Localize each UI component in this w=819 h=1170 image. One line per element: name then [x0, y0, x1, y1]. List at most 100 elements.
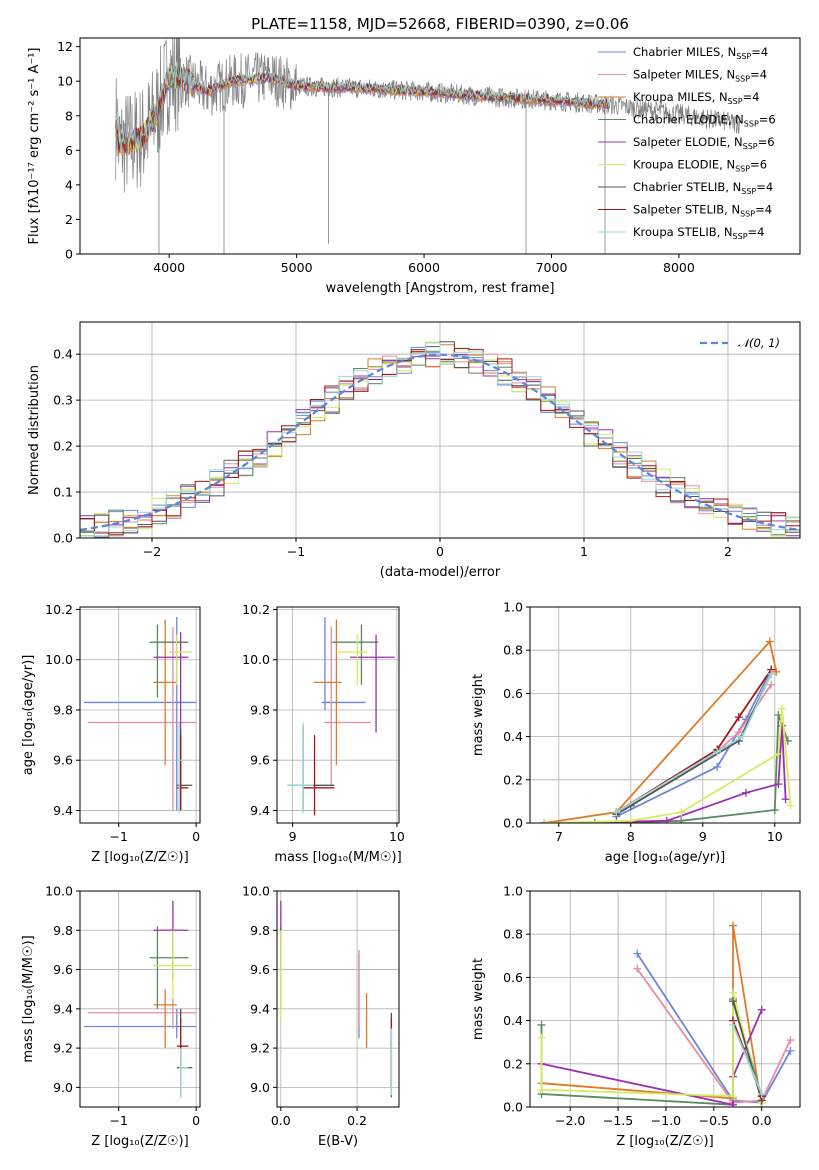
y-axis-label: mass weight — [471, 674, 486, 756]
x-tick-label: 0 — [192, 1113, 200, 1128]
y-tick-label: 4 — [65, 177, 73, 192]
normal-legend-label: 𝒩(0, 1) — [738, 336, 780, 350]
y-tick-label: 6 — [65, 143, 73, 158]
mass_vs_ebv-marks — [280, 900, 393, 1098]
legend-label-tail: =6 — [750, 158, 767, 172]
salpeter_stelib-series-line — [615, 669, 772, 813]
kroupa_elodie-point — [626, 816, 635, 823]
normal-curve — [80, 353, 800, 531]
kroupa_elodie-series-line — [544, 708, 792, 823]
legend-label-tail: =4 — [750, 68, 767, 82]
kroupa_stelib-point — [612, 808, 621, 817]
legend-label-sub: SSP — [743, 142, 758, 151]
x-axis-label: Z [log₁₀(Z/Z☉)] — [616, 1134, 713, 1149]
age_vs_Z-marks — [83, 617, 197, 813]
chabrier_miles-point — [786, 1046, 795, 1055]
kroupa_stelib-series-line — [615, 673, 773, 813]
massweight_vs_Z-marks — [537, 921, 795, 1107]
kroupa_stelib-point — [728, 1020, 737, 1029]
chabrier_miles-series-line — [616, 669, 773, 818]
x-tick-label: 9 — [699, 829, 707, 844]
x-tick-label: 7 — [555, 829, 563, 844]
y-tick-label: 0.3 — [53, 393, 73, 408]
legend-label-tail: =6 — [758, 135, 775, 149]
salpeter_miles-legend-label: Salpeter MILES, NSSP=4 — [633, 68, 767, 84]
chabrier_elodie-point — [677, 816, 686, 823]
x-axis-label: age [log₁₀(age/yr)] — [605, 850, 726, 865]
y-tick-label: 0.4 — [53, 347, 73, 362]
x-tick-label: −1 — [287, 544, 305, 559]
kroupa_miles-legend-label: Kroupa MILES, NSSP=4 — [633, 90, 759, 106]
kroupa_miles-point — [728, 921, 737, 930]
salpeter_miles-point — [734, 728, 743, 737]
legend-label-tail: =6 — [759, 113, 776, 127]
kroupa_miles-point — [765, 637, 774, 646]
y-tick-label: 0.6 — [503, 970, 523, 985]
y-tick-label: 0.8 — [503, 927, 523, 942]
chabrier_elodie-series-line — [540, 998, 763, 1106]
salpeter_miles-point — [633, 964, 642, 973]
x-tick-label: 7000 — [536, 260, 568, 275]
kroupa_stelib-point — [767, 669, 776, 678]
residuals-axes: −2 −1 0 1 2 0.0 0.1 0.2 0.3 0.4 (data-model)/error… — [27, 322, 800, 580]
x-tick-label: 5000 — [281, 260, 313, 275]
age_vs_mass-marks — [287, 617, 395, 816]
y-tick-label: 0.2 — [503, 772, 523, 787]
chabrier_elodie-legend-label: Chabrier ELODIE, NSSP=6 — [633, 113, 776, 129]
kroupa_elodie-point — [774, 749, 783, 758]
kroupa_elodie-point — [540, 819, 549, 823]
kroupa_stelib-model-line — [115, 64, 610, 150]
salpeter_elodie-point — [728, 1100, 737, 1107]
x-tick-label: 9 — [289, 829, 297, 844]
residuals-legend: 𝒩(0, 1) — [700, 336, 780, 350]
massweight_vs_Z-axes: −2.0 −1.5 −1.0 −0.5 0.0 0.0 0.2 0.4 0.6 0.8 1.0 Z [… — [471, 884, 800, 1149]
legend-label-main: Kroupa STELIB, N — [633, 225, 733, 239]
salpeter_stelib-legend-label: Salpeter STELIB, NSSP=4 — [633, 203, 772, 219]
y-tick-label: 9.4 — [53, 803, 73, 818]
x-tick-label: 1 — [580, 544, 588, 559]
kroupa_miles-series-line — [544, 639, 778, 823]
legend-label-tail: =4 — [751, 45, 768, 59]
y-tick-label: 9.8 — [250, 923, 270, 938]
legend-label-tail: =4 — [748, 225, 765, 239]
x-tick-label: 4000 — [153, 260, 185, 275]
y-tick-label: 10.0 — [45, 884, 73, 899]
y-tick-label: 10.2 — [242, 602, 270, 617]
y-tick-label: 10.0 — [45, 652, 73, 667]
mass_vs_Z-marks — [83, 900, 197, 1098]
spectrum-legend: Chabrier MILES, NSSP=4 Salpeter MILES, NS… — [598, 45, 776, 241]
y-tick-label: 0.0 — [53, 531, 73, 546]
kroupa_elodie-point — [677, 808, 686, 817]
legend-label-tail: =4 — [756, 180, 773, 194]
x-tick-label: −2.0 — [555, 1113, 585, 1128]
x-axis-label: Z [log₁₀(Z/Z☉)] — [91, 850, 188, 865]
salpeter_miles-series-line — [636, 968, 792, 1104]
y-axis-label: mass weight — [471, 958, 486, 1040]
x-axis-label: E(B-V) — [318, 1134, 358, 1149]
y-tick-label: 12 — [57, 39, 73, 54]
chabrier_elodie-point — [590, 819, 599, 823]
x-tick-label: −1.5 — [603, 1113, 633, 1128]
chabrier_miles-legend-label: Chabrier MILES, NSSP=4 — [633, 45, 768, 61]
kroupa_stelib-point — [713, 747, 722, 756]
y-tick-label: 0.0 — [503, 816, 523, 831]
y-tick-label: 9.8 — [53, 923, 73, 938]
kroupa_stelib-point — [757, 1090, 766, 1099]
y-tick-label: 9.4 — [53, 1001, 73, 1016]
y-tick-label: 8 — [65, 108, 73, 123]
y-tick-label: 10.0 — [242, 652, 270, 667]
legend-label-main: Chabrier ELODIE, N — [633, 113, 744, 127]
y-tick-label: 9.4 — [250, 803, 270, 818]
salpeter_elodie-point — [781, 795, 790, 804]
y-axis-label: mass [log₁₀(M/M☉)] — [21, 935, 36, 1062]
y-tick-label: 9.8 — [53, 702, 73, 717]
kroupa_miles-series-line — [541, 925, 763, 1107]
x-tick-label: 10 — [767, 829, 783, 844]
y-tick-label: 10 — [57, 74, 73, 89]
chabrier_miles-point — [713, 762, 722, 771]
legend-label-sub: SSP — [728, 97, 743, 106]
salpeter_elodie-point — [662, 816, 671, 823]
salpeter_elodie-point — [757, 1005, 766, 1014]
x-tick-label: 0 — [192, 829, 200, 844]
legend-label-main: Salpeter STELIB, N — [633, 203, 740, 217]
